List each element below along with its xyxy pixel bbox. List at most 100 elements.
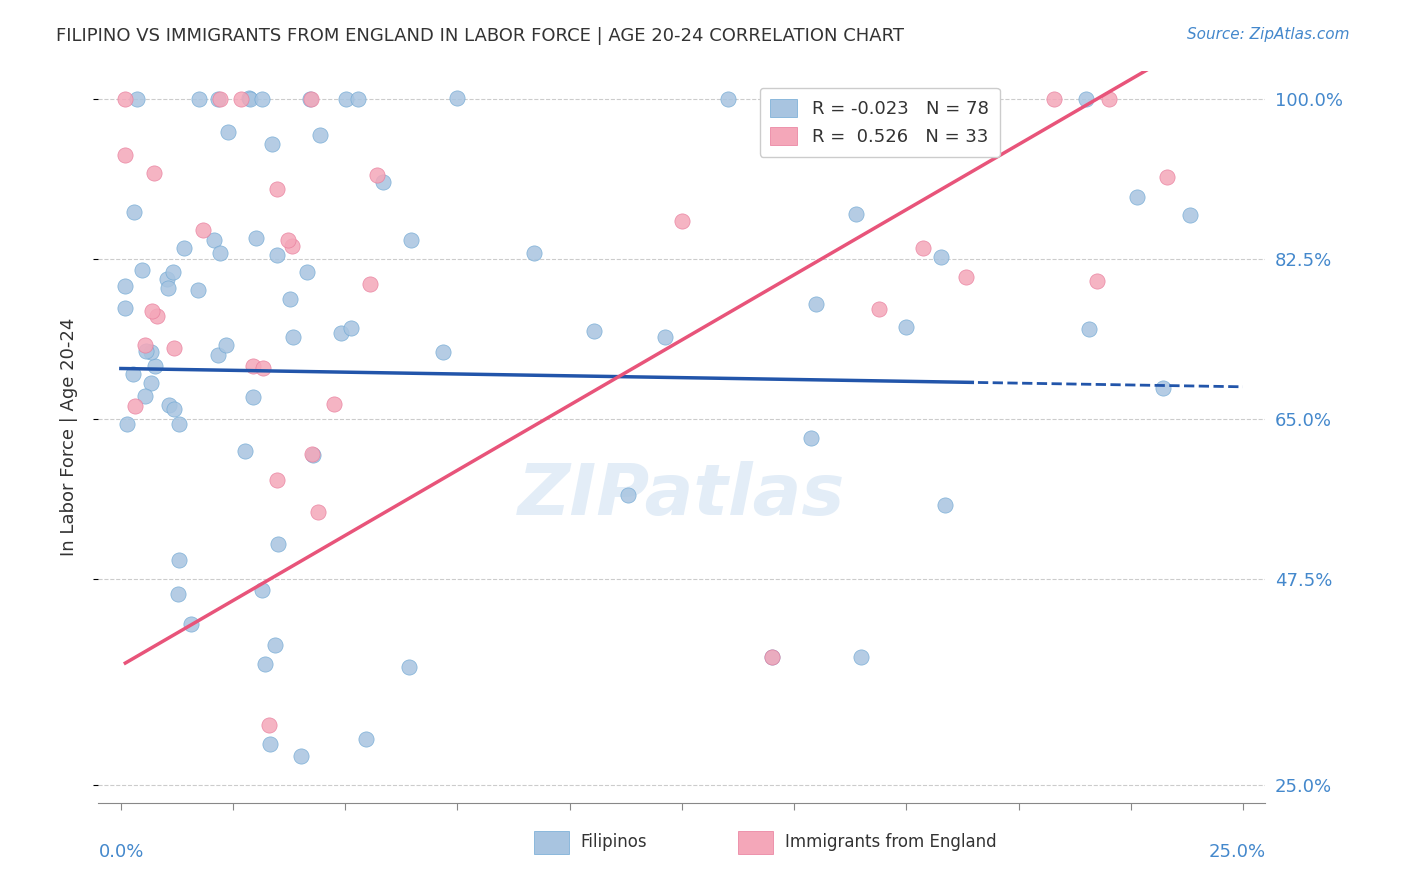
Point bbox=[169, 553, 191, 567]
Point bbox=[145, 310, 167, 324]
Point bbox=[242, 359, 264, 373]
Point bbox=[167, 587, 190, 601]
Point bbox=[238, 90, 260, 104]
Point bbox=[299, 92, 322, 106]
Point bbox=[156, 272, 179, 286]
Point bbox=[868, 301, 890, 316]
FancyBboxPatch shape bbox=[738, 831, 773, 854]
Point bbox=[135, 343, 157, 358]
Point bbox=[141, 304, 163, 318]
Point bbox=[188, 92, 211, 106]
Point bbox=[800, 431, 823, 445]
Point bbox=[761, 649, 783, 664]
Point bbox=[257, 718, 280, 732]
Point bbox=[157, 398, 180, 412]
Point bbox=[446, 91, 468, 105]
Point bbox=[157, 281, 180, 295]
Point bbox=[117, 417, 139, 431]
Point bbox=[523, 245, 546, 260]
Point bbox=[851, 649, 873, 664]
Point bbox=[217, 125, 239, 139]
Point bbox=[717, 92, 740, 106]
Point bbox=[302, 448, 325, 462]
Point bbox=[122, 367, 145, 381]
Point bbox=[163, 402, 186, 417]
Point bbox=[186, 284, 208, 298]
Point bbox=[1152, 381, 1174, 395]
Point bbox=[295, 265, 318, 279]
Point bbox=[1126, 190, 1149, 204]
FancyBboxPatch shape bbox=[534, 831, 569, 854]
Point bbox=[1042, 92, 1064, 106]
Point bbox=[671, 214, 693, 228]
Point bbox=[761, 649, 783, 664]
Point bbox=[583, 324, 606, 338]
Point bbox=[335, 92, 357, 106]
Point bbox=[215, 338, 238, 352]
Point bbox=[134, 388, 156, 402]
Point bbox=[114, 279, 136, 293]
Text: FILIPINO VS IMMIGRANTS FROM ENGLAND IN LABOR FORCE | AGE 20-24 CORRELATION CHART: FILIPINO VS IMMIGRANTS FROM ENGLAND IN L… bbox=[56, 27, 904, 45]
Text: 25.0%: 25.0% bbox=[1208, 843, 1265, 861]
Point bbox=[143, 359, 166, 374]
Point bbox=[347, 92, 370, 106]
Point bbox=[260, 137, 283, 152]
Point bbox=[127, 92, 149, 106]
Point bbox=[267, 537, 290, 551]
Point bbox=[142, 166, 165, 180]
Point bbox=[122, 205, 145, 219]
Point bbox=[929, 250, 952, 264]
Point bbox=[340, 320, 363, 334]
Point bbox=[266, 182, 288, 196]
Point bbox=[250, 583, 273, 598]
Point bbox=[1077, 322, 1099, 336]
Point bbox=[934, 499, 956, 513]
Point bbox=[432, 345, 454, 359]
Point bbox=[281, 239, 304, 253]
Point bbox=[955, 269, 977, 284]
Point bbox=[281, 330, 304, 344]
Point bbox=[209, 246, 232, 260]
Point bbox=[131, 262, 153, 277]
Point bbox=[231, 92, 253, 106]
Point bbox=[245, 230, 267, 244]
Point bbox=[114, 148, 136, 162]
Point bbox=[207, 348, 229, 362]
Point bbox=[167, 417, 190, 432]
Point bbox=[1156, 169, 1178, 184]
Point bbox=[1074, 92, 1097, 106]
Point bbox=[1085, 274, 1108, 288]
Point bbox=[134, 338, 156, 352]
Point bbox=[173, 241, 195, 255]
Point bbox=[266, 248, 288, 262]
Point bbox=[191, 222, 214, 236]
Point bbox=[307, 505, 329, 519]
Point bbox=[252, 360, 274, 375]
Point bbox=[398, 660, 420, 674]
Point bbox=[654, 329, 676, 343]
Point bbox=[399, 233, 422, 247]
Point bbox=[114, 92, 136, 106]
Point bbox=[259, 737, 281, 751]
Point bbox=[278, 293, 301, 307]
Point bbox=[299, 92, 322, 106]
Point bbox=[911, 241, 934, 255]
Text: ZIPatlas: ZIPatlas bbox=[519, 461, 845, 530]
Text: Source: ZipAtlas.com: Source: ZipAtlas.com bbox=[1187, 27, 1350, 42]
Point bbox=[301, 447, 323, 461]
Point bbox=[202, 234, 225, 248]
Text: 0.0%: 0.0% bbox=[98, 843, 143, 861]
Point bbox=[139, 344, 162, 359]
Point bbox=[308, 128, 330, 143]
Text: Immigrants from England: Immigrants from England bbox=[785, 833, 997, 852]
Y-axis label: In Labor Force | Age 20-24: In Labor Force | Age 20-24 bbox=[59, 318, 77, 557]
Point bbox=[330, 326, 353, 340]
Point bbox=[806, 297, 828, 311]
Point bbox=[233, 443, 256, 458]
Point bbox=[180, 617, 202, 632]
Point bbox=[894, 319, 917, 334]
Point bbox=[207, 92, 229, 106]
Text: Filipinos: Filipinos bbox=[581, 833, 647, 852]
Point bbox=[354, 731, 377, 746]
Point bbox=[323, 397, 346, 411]
